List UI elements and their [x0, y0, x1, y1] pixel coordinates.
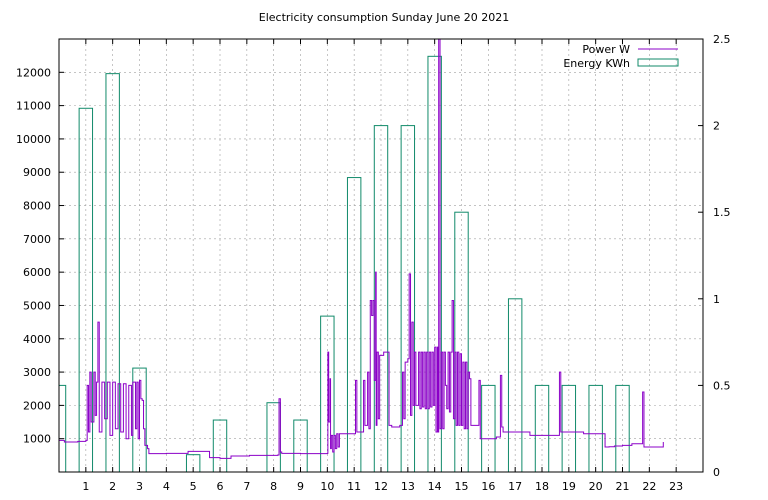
- grid: [59, 39, 703, 472]
- x-tick-label: 6: [217, 480, 224, 493]
- x-tick-label: 1: [82, 480, 89, 493]
- y2-tick-label: 0.5: [713, 379, 731, 392]
- energy-bar: [212, 419, 228, 472]
- y-tick-label: 10000: [16, 133, 51, 146]
- y-tick-label: 8000: [23, 200, 51, 213]
- y-tick-label: 3000: [23, 366, 51, 379]
- y2-tick-label: 1.5: [713, 206, 731, 219]
- y-tick-label: 5000: [23, 299, 51, 312]
- x-tick-label: 20: [589, 480, 603, 493]
- y-tick-label: 4000: [23, 333, 51, 346]
- y2-tick-label: 1: [713, 293, 720, 306]
- x-tick-label: 11: [347, 480, 361, 493]
- x-tick-label: 18: [535, 480, 549, 493]
- energy-bar: [320, 315, 335, 472]
- energy-bar: [346, 177, 362, 472]
- y-tick-label: 2000: [23, 399, 51, 412]
- energy-bars: [59, 55, 630, 472]
- y2-tick-label: 2: [713, 120, 720, 133]
- y-tick-label: 9000: [23, 166, 51, 179]
- x-tick-label: 19: [562, 480, 576, 493]
- x-tick-label: 23: [669, 480, 683, 493]
- x-tick-label: 9: [297, 480, 304, 493]
- y-tick-label: 12000: [16, 66, 51, 79]
- x-tick-label: 14: [428, 480, 442, 493]
- y-tick-label: 6000: [23, 266, 51, 279]
- x-tick-label: 12: [374, 480, 388, 493]
- x-tick-label: 2: [109, 480, 116, 493]
- y2-tick-label: 2.5: [713, 33, 731, 46]
- energy-bar: [78, 107, 94, 472]
- axes: 1 2 3 4 5 6 7 8 9 10 11 12 13 14 15 16 17 18 19 20 21 22 23100…: [16, 33, 731, 493]
- x-tick-label: 22: [642, 480, 656, 493]
- x-tick-label: 4: [163, 480, 170, 493]
- legend-swatch-energy: [637, 58, 679, 67]
- x-tick-label: 10: [320, 480, 334, 493]
- legend-label-power: Power W: [582, 43, 630, 56]
- x-tick-label: 15: [455, 480, 469, 493]
- x-tick-label: 5: [190, 480, 197, 493]
- chart-title: Electricity consumption Sunday June 20 2…: [258, 11, 510, 24]
- energy-bar: [293, 419, 308, 472]
- x-tick-label: 7: [243, 480, 250, 493]
- legend-label-energy: Energy KWh: [563, 57, 630, 70]
- x-tick-label: 8: [270, 480, 277, 493]
- x-tick-label: 13: [401, 480, 415, 493]
- power-line-layer: [59, 39, 664, 459]
- x-tick-label: 17: [508, 480, 522, 493]
- power-line: [59, 39, 664, 459]
- energy-bar: [454, 211, 469, 472]
- y2-tick-label: 0: [713, 466, 720, 479]
- y-tick-label: 11000: [16, 100, 51, 113]
- x-tick-label: 3: [136, 480, 143, 493]
- x-tick-label: 21: [616, 480, 630, 493]
- y-tick-label: 1000: [23, 433, 51, 446]
- y-tick-label: 7000: [23, 233, 51, 246]
- energy-bar: [266, 402, 281, 472]
- x-tick-label: 16: [481, 480, 495, 493]
